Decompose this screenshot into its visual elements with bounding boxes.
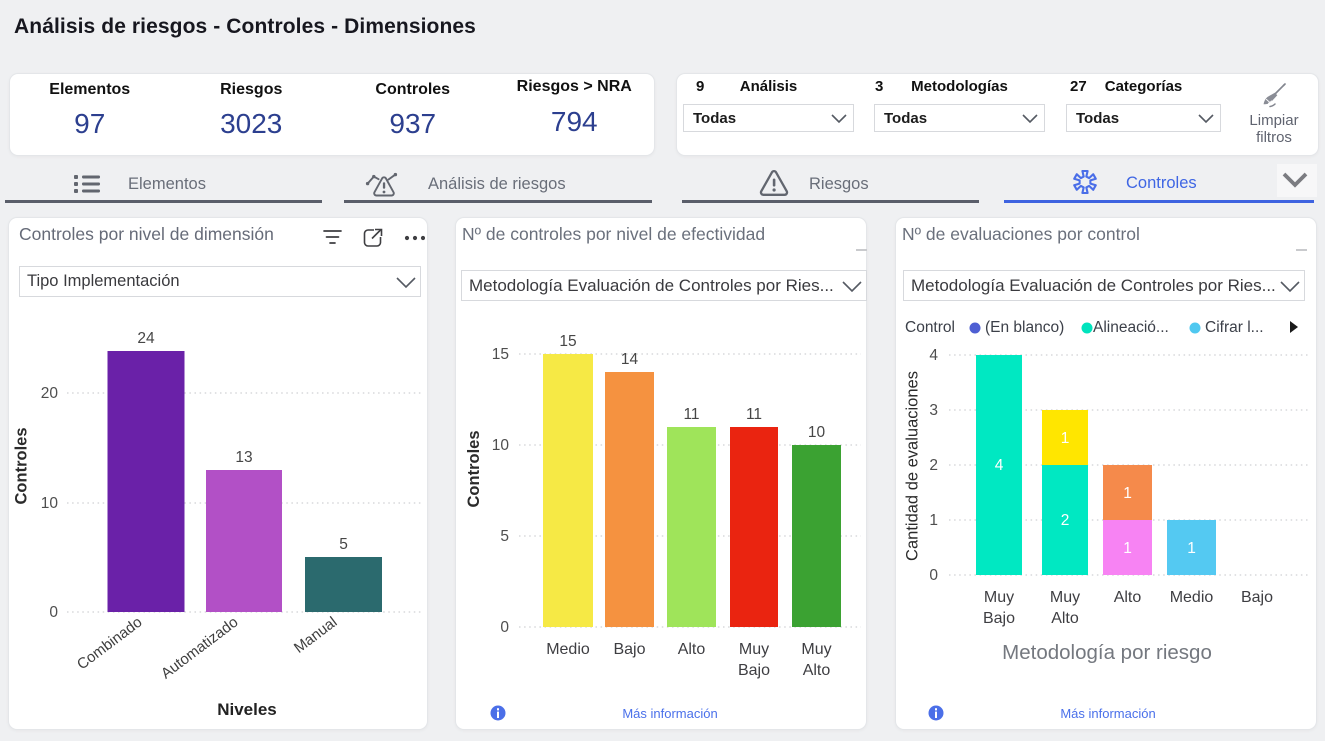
svg-text:Bajo: Bajo: [613, 641, 645, 658]
svg-text:11: 11: [683, 406, 699, 423]
svg-text:Muy: Muy: [801, 641, 831, 658]
svg-text:Bajo: Bajo: [738, 662, 770, 679]
svg-text:1: 1: [929, 512, 938, 529]
svg-text:0: 0: [49, 604, 58, 621]
svg-text:Alto: Alto: [678, 641, 706, 658]
svg-text:Niveles: Niveles: [217, 700, 277, 719]
svg-text:Bajo: Bajo: [1241, 589, 1273, 606]
svg-text:Bajo: Bajo: [983, 610, 1015, 627]
svg-text:Combinado: Combinado: [74, 614, 146, 674]
svg-text:Controles: Controles: [465, 430, 483, 507]
svg-text:1: 1: [1187, 540, 1196, 557]
svg-text:4: 4: [929, 347, 938, 364]
svg-text:Muy: Muy: [739, 641, 769, 658]
svg-text:5: 5: [339, 536, 348, 553]
svg-text:20: 20: [41, 385, 59, 402]
svg-text:Muy: Muy: [984, 589, 1014, 606]
svg-text:15: 15: [559, 333, 576, 350]
svg-text:0: 0: [929, 567, 938, 584]
svg-text:Alto: Alto: [1051, 610, 1079, 627]
svg-text:Metodología por riesgo: Metodología por riesgo: [1002, 641, 1212, 664]
svg-text:Cantidad de evaluaciones: Cantidad de evaluaciones: [904, 371, 922, 561]
svg-text:Manual: Manual: [291, 614, 341, 657]
svg-text:1: 1: [1123, 540, 1132, 557]
svg-text:10: 10: [41, 495, 59, 512]
svg-text:Automatizado: Automatizado: [158, 614, 241, 683]
svg-text:0: 0: [500, 619, 509, 636]
svg-text:3: 3: [929, 402, 938, 419]
svg-text:Alto: Alto: [1114, 589, 1142, 606]
svg-text:10: 10: [808, 424, 826, 441]
svg-text:10: 10: [492, 437, 510, 454]
svg-text:Alto: Alto: [803, 662, 831, 679]
svg-text:Medio: Medio: [1170, 589, 1214, 606]
svg-text:5: 5: [500, 528, 509, 545]
svg-text:24: 24: [137, 330, 155, 347]
svg-text:2: 2: [929, 457, 938, 474]
svg-text:4: 4: [995, 457, 1004, 474]
svg-text:Muy: Muy: [1050, 589, 1080, 606]
svg-text:2: 2: [1061, 512, 1070, 529]
svg-text:Controles: Controles: [13, 427, 31, 504]
svg-text:11: 11: [746, 406, 762, 423]
svg-text:13: 13: [235, 449, 252, 466]
svg-text:1: 1: [1061, 430, 1070, 447]
svg-text:15: 15: [492, 346, 509, 363]
svg-text:14: 14: [621, 351, 639, 368]
svg-text:1: 1: [1123, 485, 1132, 502]
svg-text:Medio: Medio: [546, 641, 590, 658]
